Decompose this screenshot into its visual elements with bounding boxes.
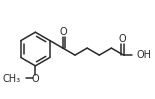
Text: OH: OH xyxy=(137,50,152,60)
Text: O: O xyxy=(31,74,39,84)
Text: CH₃: CH₃ xyxy=(2,74,20,84)
Text: O: O xyxy=(119,34,126,44)
Text: O: O xyxy=(59,27,67,37)
